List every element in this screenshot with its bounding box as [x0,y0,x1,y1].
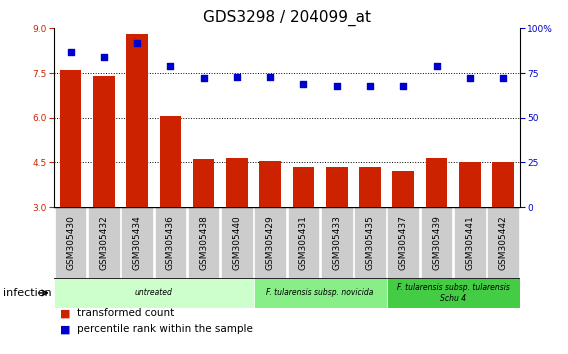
Bar [226,158,248,207]
Text: percentile rank within the sample: percentile rank within the sample [77,324,253,334]
Text: GSM305436: GSM305436 [166,215,175,270]
Text: transformed count: transformed count [77,308,174,318]
Text: infection: infection [3,288,52,298]
Text: ■: ■ [60,324,70,334]
Point [432,63,441,69]
Point [465,75,474,81]
Point [132,40,141,45]
Bar [260,161,281,207]
Bar [253,278,387,308]
Bar [60,70,81,207]
Bar [492,162,514,207]
Bar [88,207,120,278]
Text: GSM305432: GSM305432 [99,215,108,270]
Point [166,63,175,69]
Point [99,54,108,60]
Bar [55,207,86,278]
Bar [122,207,153,278]
Bar [454,207,486,278]
Point [266,74,275,79]
Bar [193,159,215,207]
Bar [426,158,448,207]
Text: GSM305429: GSM305429 [266,215,275,270]
Bar [392,171,414,207]
Text: GSM305434: GSM305434 [133,215,141,270]
Title: GDS3298 / 204099_at: GDS3298 / 204099_at [203,9,371,25]
Bar [354,207,386,278]
Bar [221,207,253,278]
Bar [126,34,148,207]
Bar [287,207,319,278]
Text: F. tularensis subsp. tularensis
Schu 4: F. tularensis subsp. tularensis Schu 4 [396,283,509,303]
Text: GSM305437: GSM305437 [399,215,408,270]
Text: GSM305435: GSM305435 [366,215,374,270]
Bar [254,207,286,278]
Text: untreated: untreated [135,289,173,297]
Bar [154,207,186,278]
Bar [387,278,520,308]
Bar [387,207,419,278]
Bar [459,162,481,207]
Point [499,75,508,81]
Point [365,83,374,88]
Text: F. tularensis subsp. novicida: F. tularensis subsp. novicida [266,289,374,297]
Text: GSM305433: GSM305433 [332,215,341,270]
Point [232,74,241,79]
Text: GSM305440: GSM305440 [232,215,241,270]
Text: GSM305430: GSM305430 [66,215,75,270]
Bar [54,278,253,308]
Bar [487,207,519,278]
Text: GSM305431: GSM305431 [299,215,308,270]
Point [332,83,341,88]
Text: ■: ■ [60,308,70,318]
Point [299,81,308,87]
Bar [359,167,381,207]
Text: GSM305441: GSM305441 [465,215,474,270]
Bar [93,76,115,207]
Bar [326,167,348,207]
Point [66,49,75,55]
Point [199,75,208,81]
Text: GSM305438: GSM305438 [199,215,208,270]
Text: GSM305439: GSM305439 [432,215,441,270]
Text: GSM305442: GSM305442 [499,215,508,270]
Bar [421,207,452,278]
Bar [188,207,219,278]
Point [399,83,408,88]
Bar [321,207,353,278]
Bar [293,167,314,207]
Bar [160,116,181,207]
